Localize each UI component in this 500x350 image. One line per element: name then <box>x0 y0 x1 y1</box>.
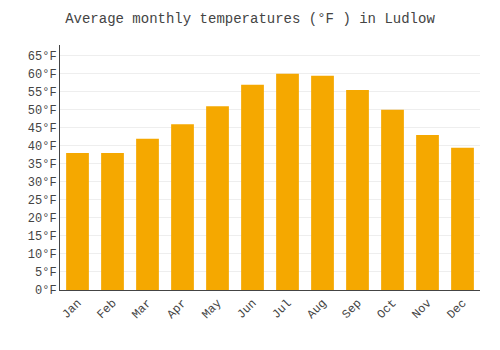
svg-text:50°F: 50°F <box>28 104 57 118</box>
svg-text:55°F: 55°F <box>28 86 57 100</box>
svg-text:Mar: Mar <box>129 297 154 322</box>
svg-text:Feb: Feb <box>94 297 119 322</box>
svg-text:65°F: 65°F <box>28 50 57 64</box>
svg-text:25°F: 25°F <box>28 194 57 208</box>
svg-text:Jun: Jun <box>234 297 259 322</box>
svg-text:Jan: Jan <box>59 297 84 322</box>
svg-text:15°F: 15°F <box>28 230 57 244</box>
svg-text:5°F: 5°F <box>35 266 57 280</box>
svg-text:Average monthly temperatures (: Average monthly temperatures (°F ) in Lu… <box>65 11 435 27</box>
svg-text:Apr: Apr <box>164 297 189 322</box>
svg-text:Sep: Sep <box>339 297 364 322</box>
svg-text:35°F: 35°F <box>28 158 57 172</box>
svg-text:60°F: 60°F <box>28 68 57 82</box>
svg-text:20°F: 20°F <box>28 212 57 226</box>
svg-text:Oct: Oct <box>374 297 399 322</box>
svg-text:May: May <box>199 297 224 322</box>
svg-text:Aug: Aug <box>304 297 329 322</box>
svg-text:0°F: 0°F <box>35 284 57 298</box>
svg-text:45°F: 45°F <box>28 122 57 136</box>
svg-text:Jul: Jul <box>269 297 294 322</box>
svg-text:10°F: 10°F <box>28 248 57 262</box>
svg-text:40°F: 40°F <box>28 140 57 154</box>
svg-text:Dec: Dec <box>444 297 469 322</box>
svg-text:30°F: 30°F <box>28 176 57 190</box>
svg-text:Nov: Nov <box>409 297 434 322</box>
